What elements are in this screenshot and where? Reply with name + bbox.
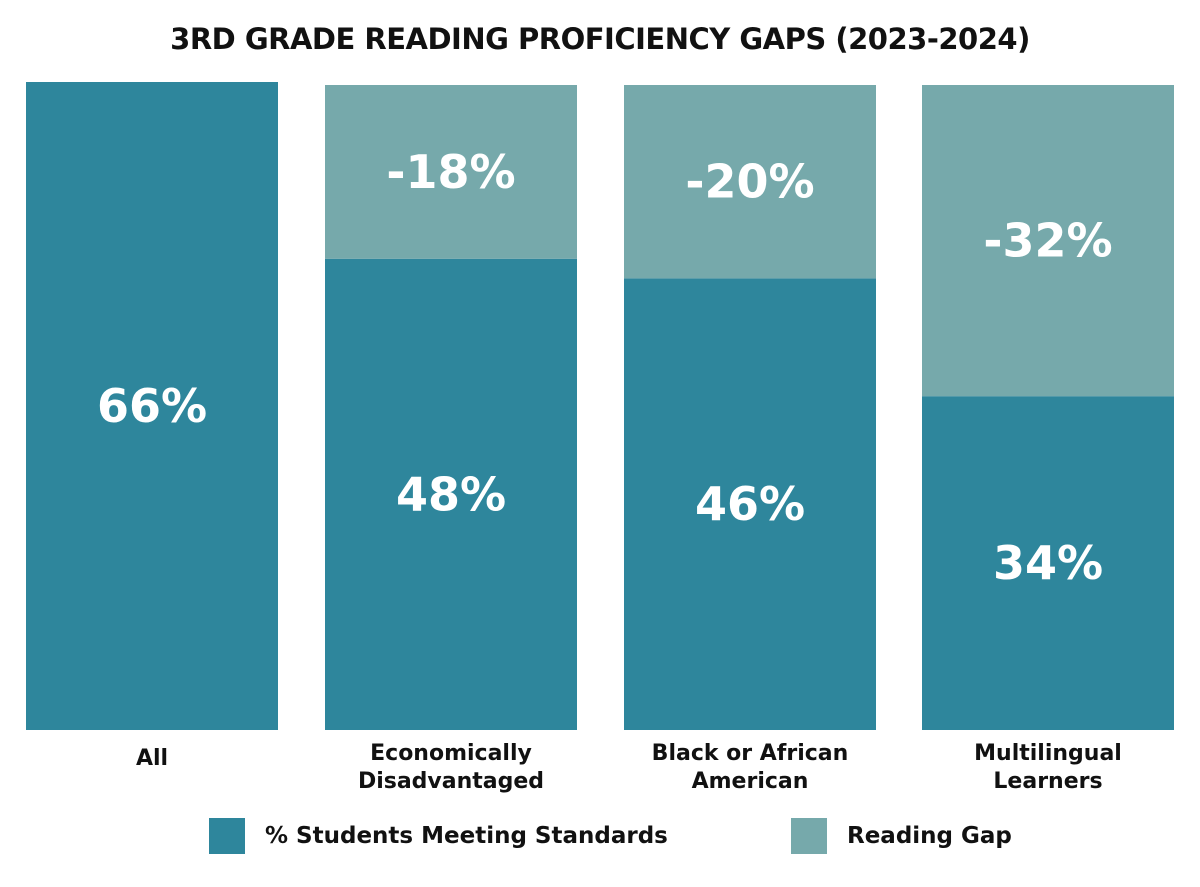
category-label-line: Multilingual: [974, 741, 1122, 766]
bar-meeting-standards-economically-disadvantaged: [325, 258, 577, 730]
legend-item-meeting-standards: % Students Meeting Standards: [209, 818, 668, 854]
legend-swatch-reading-gap: [791, 818, 827, 854]
data-label-meeting-standards-economically-disadvantaged: 48%: [396, 467, 506, 521]
chart-title: 3RD GRADE READING PROFICIENCY GAPS (2023…: [170, 22, 1030, 56]
legend-label-meeting-standards: % Students Meeting Standards: [265, 823, 668, 849]
data-label-meeting-standards-multilingual-learners: 34%: [993, 536, 1103, 590]
bar-reading-gap-black-or-african-american: [624, 85, 876, 279]
legend-label-reading-gap: Reading Gap: [847, 823, 1012, 849]
bar-meeting-standards-multilingual-learners: [922, 396, 1174, 730]
bar-reading-gap-multilingual-learners: [922, 85, 1174, 397]
category-label-line: Black or African: [651, 741, 849, 766]
category-label-economically-disadvantaged: Economically Disadvantaged: [321, 740, 581, 796]
data-label-meeting-standards-black-or-african-american: 46%: [695, 477, 805, 531]
bar-meeting-standards-black-or-african-american: [624, 278, 876, 730]
chart-legend: % Students Meeting Standards Reading Gap: [0, 818, 1200, 858]
category-label-line: All: [135, 746, 169, 771]
category-label-all: All: [22, 745, 282, 773]
legend-item-reading-gap: Reading Gap: [791, 818, 1012, 854]
bar-meeting-standards-all: [26, 82, 278, 730]
data-label-meeting-standards-all: 66%: [97, 379, 207, 433]
bar-reading-gap-economically-disadvantaged: [325, 85, 577, 259]
legend-swatch-meeting-standards: [209, 818, 245, 854]
category-label-line: Learners: [993, 769, 1103, 794]
data-label-reading-gap-multilingual-learners: -32%: [983, 214, 1112, 268]
category-label-black-or-african-american: Black or African American: [620, 740, 880, 796]
data-label-reading-gap-black-or-african-american: -20%: [685, 155, 814, 209]
category-label-line: Disadvantaged: [357, 769, 545, 794]
data-label-reading-gap-economically-disadvantaged: -18%: [386, 145, 515, 199]
category-label-multilingual-learners: Multilingual Learners: [918, 740, 1178, 796]
category-label-line: Economically: [370, 741, 532, 766]
category-label-line: American: [691, 769, 809, 794]
